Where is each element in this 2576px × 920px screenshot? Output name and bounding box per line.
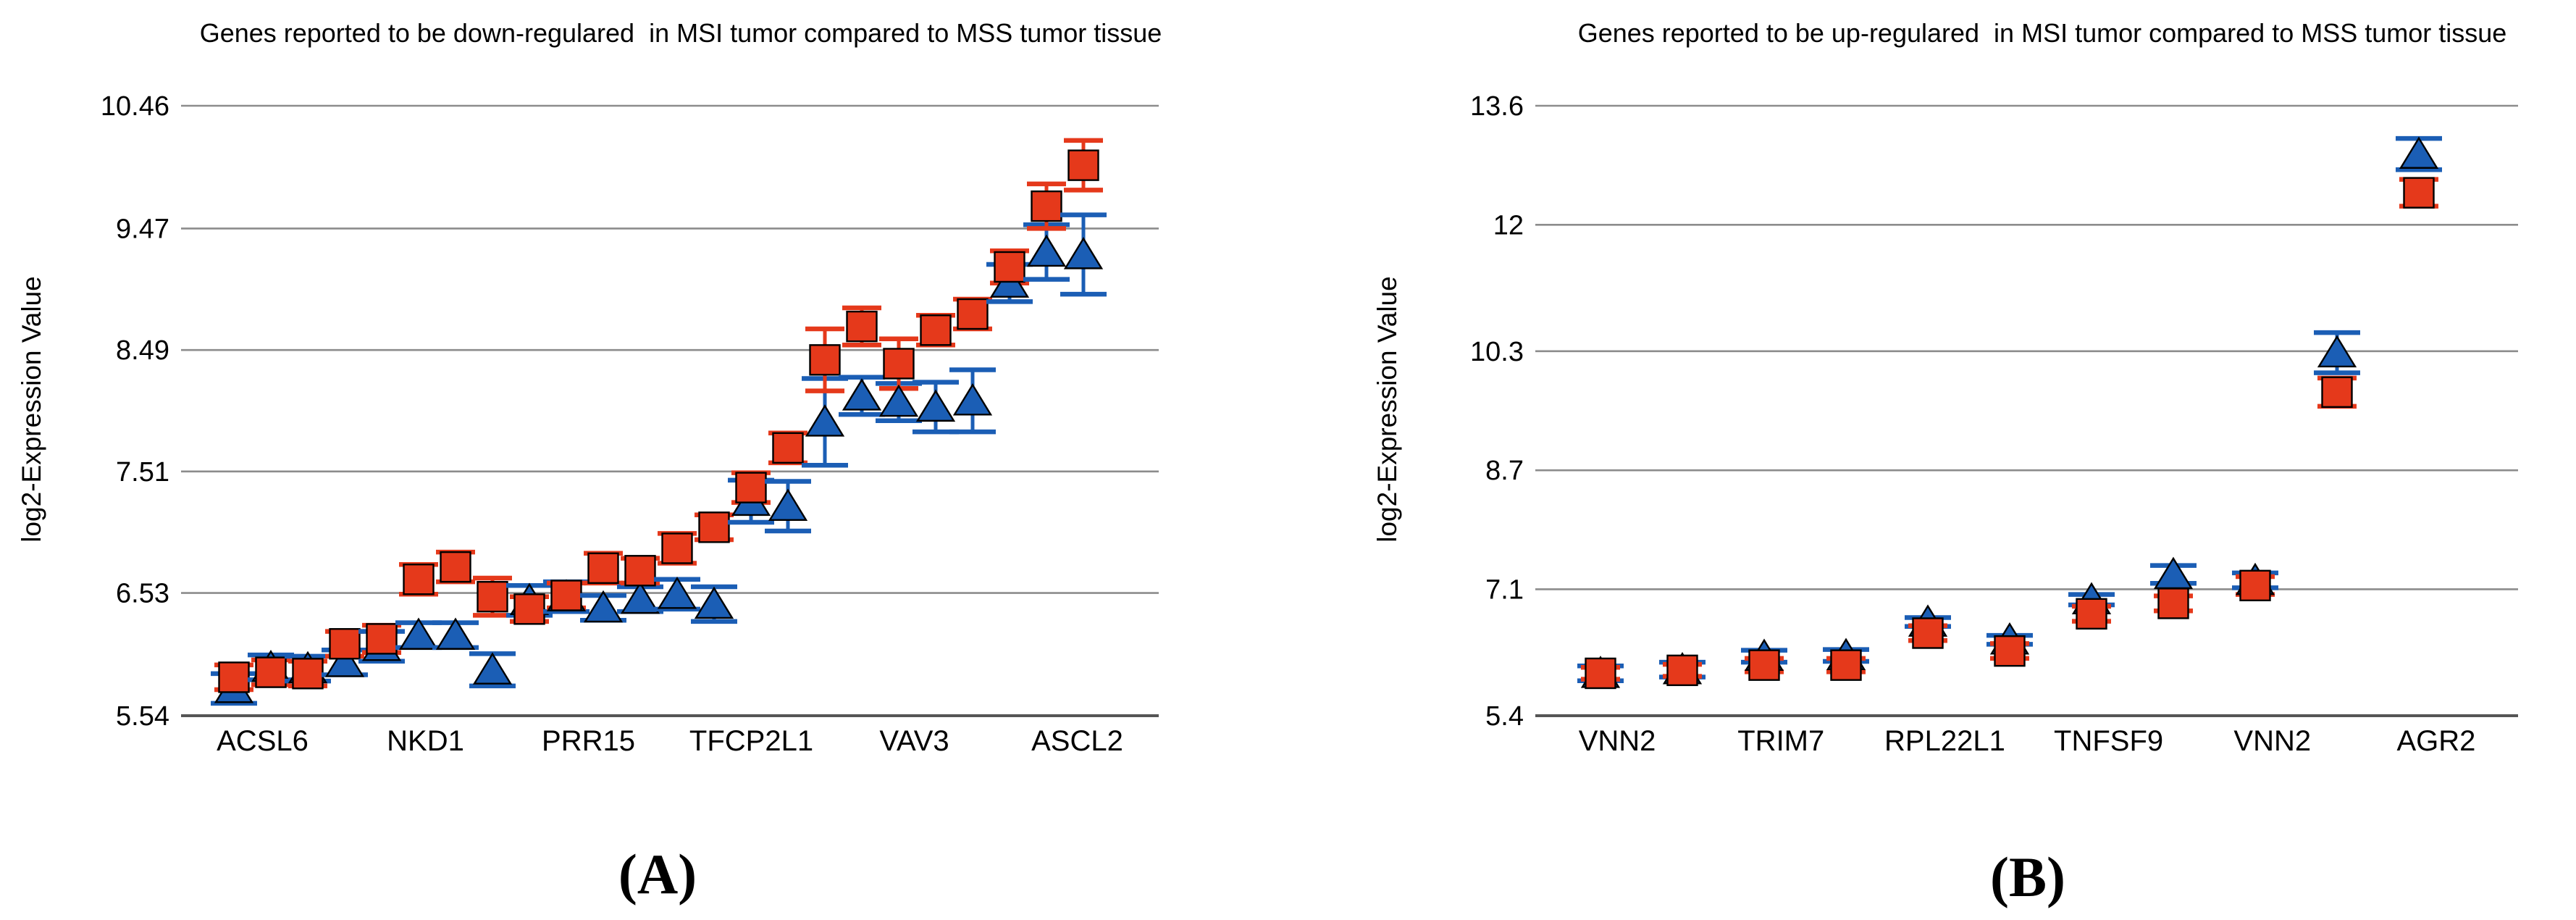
blue-triangle-marker [2153, 556, 2194, 590]
blue-triangle-marker [2399, 136, 2439, 169]
gene-label: VAV3 [879, 725, 949, 757]
chart-a-y-axis-label: log2-Expression Value [17, 276, 46, 543]
y-tick-label: 13.6 [1470, 91, 1524, 122]
y-tick-label: 10.3 [1470, 337, 1524, 367]
blue-triangle-marker [805, 404, 845, 437]
blue-triangle-marker [657, 576, 697, 609]
chart-b-y-axis-label: log2-Expression Value [1372, 276, 1402, 543]
gene-label: TNFSF9 [2054, 725, 2163, 757]
blue-triangle-marker [1026, 234, 1067, 267]
red-square-marker [698, 511, 730, 543]
y-tick-label: 5.4 [1485, 701, 1524, 732]
red-square-marker [772, 432, 804, 464]
blue-triangle-marker [472, 652, 513, 685]
gene-label: PRR15 [542, 725, 635, 757]
y-tick-label: 10.46 [101, 91, 169, 122]
y-tick-label: 7.51 [116, 457, 169, 488]
red-square-marker [735, 472, 767, 503]
gene-label: TRIM7 [1737, 725, 1824, 757]
y-tick-label: 8.49 [116, 335, 169, 366]
red-square-marker [661, 532, 693, 564]
blue-triangle-marker [435, 617, 476, 650]
red-square-marker [2076, 598, 2107, 630]
red-square-marker [2403, 177, 2435, 209]
red-square-marker [1748, 649, 1780, 681]
red-square-marker [329, 628, 361, 660]
red-square-marker [255, 656, 287, 688]
blue-triangle-marker [1063, 237, 1104, 269]
red-square-marker [366, 623, 398, 655]
blue-triangle-marker [398, 617, 439, 650]
red-square-marker [1067, 149, 1099, 181]
red-square-marker [403, 564, 435, 595]
gene-label: ACSL6 [217, 725, 309, 757]
blue-triangle-marker [878, 384, 919, 417]
red-square-marker [1666, 654, 1698, 687]
blue-triangle-marker [842, 378, 882, 411]
red-square-marker [292, 658, 324, 690]
red-square-marker [2321, 376, 2353, 409]
blue-triangle-marker [768, 488, 808, 521]
red-square-marker [920, 314, 952, 346]
blue-triangle-marker [324, 645, 365, 677]
red-square-marker [513, 593, 545, 625]
panel-b-caption: (B) [1990, 845, 2065, 908]
red-square-marker [440, 551, 471, 583]
red-square-marker [809, 344, 841, 376]
y-tick-label: 7.1 [1485, 574, 1524, 605]
red-square-marker [1031, 190, 1062, 222]
red-square-marker [1912, 617, 1944, 649]
gene-label: VNN2 [2233, 725, 2311, 757]
chart-a-title: Genes reported to be down-regulared in M… [199, 18, 1162, 48]
red-square-marker [2157, 587, 2189, 619]
red-square-marker [957, 298, 989, 330]
red-square-marker [1585, 657, 1616, 690]
y-tick-label: 8.7 [1485, 456, 1524, 486]
blue-triangle-marker [915, 389, 956, 422]
gene-label: VNN2 [1579, 725, 1656, 757]
gene-label: ASCL2 [1031, 725, 1123, 757]
blue-triangle-marker [694, 586, 734, 619]
red-square-marker [550, 580, 582, 611]
red-square-marker [883, 348, 915, 380]
gene-label: NKD1 [387, 725, 464, 757]
gene-label: RPL22L1 [1884, 725, 2005, 757]
y-tick-label: 6.53 [116, 579, 169, 609]
blue-triangle-marker [583, 590, 624, 623]
y-tick-label: 12 [1493, 210, 1524, 241]
red-square-marker [624, 555, 656, 587]
gene-label: TFCP2L1 [689, 725, 813, 757]
y-tick-label: 5.54 [116, 701, 169, 732]
red-square-marker [994, 251, 1025, 283]
blue-triangle-marker [2317, 335, 2357, 368]
red-square-marker [477, 581, 508, 613]
blue-triangle-marker [952, 383, 993, 416]
red-square-marker [2239, 569, 2271, 602]
red-square-marker [846, 310, 878, 343]
blue-triangle-marker [620, 581, 660, 614]
gene-label: AGR2 [2396, 725, 2475, 757]
red-square-marker [587, 552, 619, 585]
red-square-marker [218, 661, 250, 693]
panel-a-caption: (A) [618, 842, 697, 906]
y-tick-label: 9.47 [116, 214, 169, 244]
red-square-marker [1994, 635, 2026, 667]
red-square-marker [1830, 649, 1862, 681]
chart-b-title: Genes reported to be up-regulared in MSI… [1577, 18, 2507, 48]
